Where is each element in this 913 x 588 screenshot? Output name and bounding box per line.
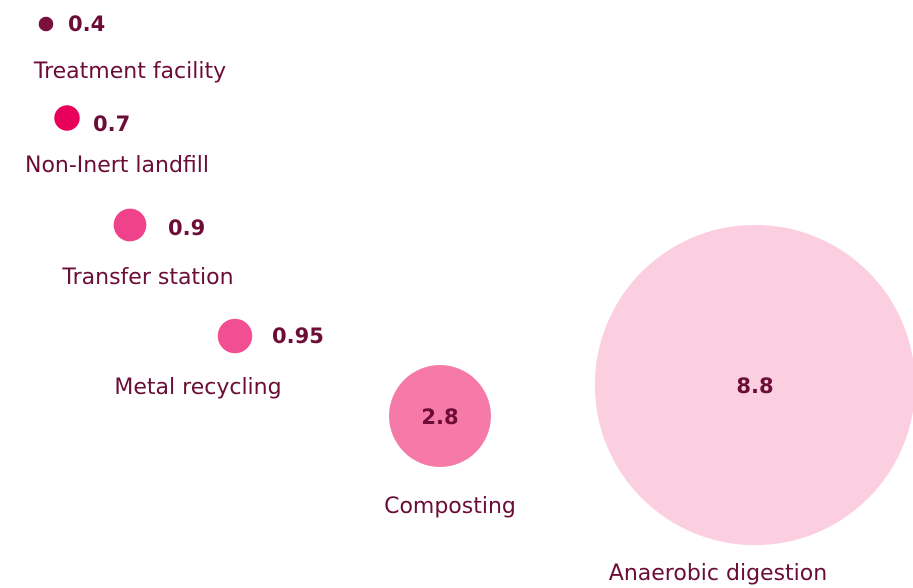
value-label: 0.95 bbox=[272, 324, 324, 348]
bubble bbox=[594, 224, 913, 546]
category-label: Transfer station bbox=[61, 265, 233, 290]
bubble bbox=[217, 318, 253, 354]
value-label: 2.8 bbox=[421, 405, 458, 429]
value-label: 0.4 bbox=[68, 12, 105, 36]
value-label: 0.7 bbox=[93, 112, 130, 136]
value-label: 8.8 bbox=[736, 374, 773, 398]
bubble bbox=[113, 208, 147, 242]
category-label: Composting bbox=[384, 494, 516, 519]
value-label: 0.9 bbox=[168, 216, 205, 240]
bubble bbox=[54, 105, 80, 131]
bubble bbox=[389, 365, 491, 467]
category-label: Anaerobic digestion bbox=[609, 561, 827, 586]
category-label: Treatment facility bbox=[33, 59, 226, 84]
bubble bbox=[38, 16, 54, 32]
category-label: Non-Inert landfill bbox=[25, 153, 209, 178]
category-label: Metal recycling bbox=[114, 375, 281, 400]
